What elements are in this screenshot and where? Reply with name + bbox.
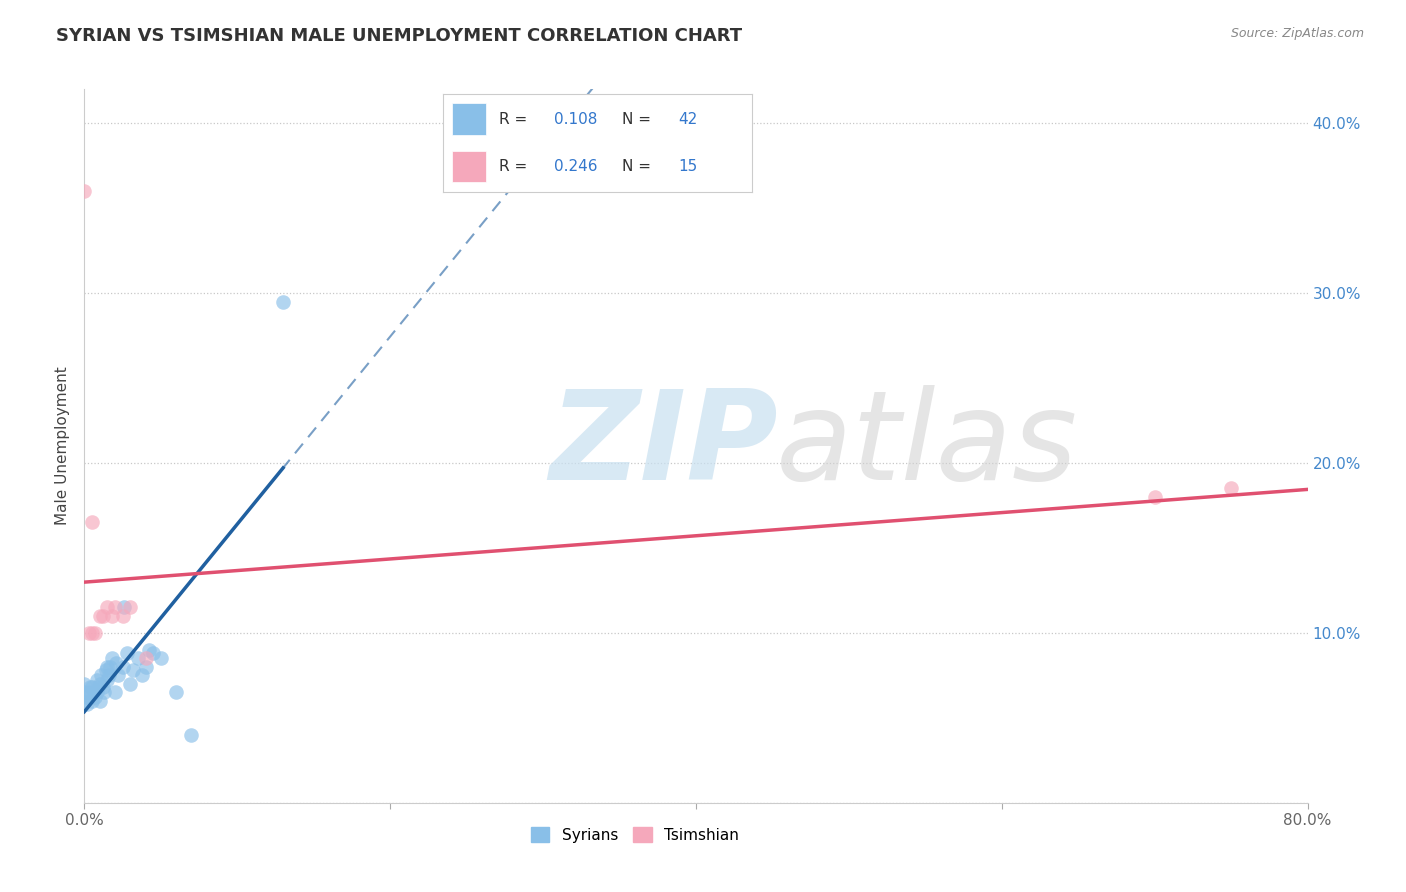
Point: [89, 694, 111, 708]
Point: [87, 680, 110, 694]
Text: R =: R =: [499, 159, 531, 174]
Point: [73, 677, 96, 691]
Point: [97, 668, 120, 682]
Point: [165, 685, 187, 699]
Point: [111, 660, 134, 674]
Point: [120, 600, 142, 615]
Point: [115, 646, 138, 660]
Point: [131, 668, 153, 682]
Point: [86, 685, 108, 699]
Point: [105, 657, 128, 671]
Y-axis label: Male Unemployment: Male Unemployment: [55, 367, 70, 525]
Text: 0.108: 0.108: [554, 112, 598, 127]
Point: [73, 694, 96, 708]
Point: [89, 608, 111, 623]
Point: [83, 685, 105, 699]
Point: [104, 600, 127, 615]
Point: [80, 626, 103, 640]
Point: [80, 516, 103, 530]
Point: [142, 646, 165, 660]
Point: [149, 651, 172, 665]
Point: [76, 698, 98, 712]
Point: [76, 690, 98, 705]
Point: [107, 668, 129, 682]
Point: [91, 608, 114, 623]
Point: [91, 680, 114, 694]
Point: [112, 600, 135, 615]
Point: [122, 663, 145, 677]
Point: [84, 690, 107, 705]
Text: 42: 42: [678, 112, 697, 127]
Point: [90, 668, 112, 682]
Point: [111, 608, 134, 623]
Point: [101, 608, 124, 623]
Point: [138, 643, 160, 657]
Point: [98, 660, 121, 674]
Point: [73, 184, 96, 198]
Point: [96, 600, 118, 615]
Legend: Syrians, Tsimshian: Syrians, Tsimshian: [524, 821, 745, 848]
Point: [120, 677, 142, 691]
Point: [86, 673, 108, 688]
Point: [1143, 490, 1166, 504]
Point: [80, 680, 103, 694]
Point: [77, 685, 100, 699]
Point: [89, 677, 111, 691]
Point: [96, 673, 118, 688]
Text: atlas: atlas: [776, 385, 1077, 507]
Text: SYRIAN VS TSIMSHIAN MALE UNEMPLOYMENT CORRELATION CHART: SYRIAN VS TSIMSHIAN MALE UNEMPLOYMENT CO…: [56, 27, 742, 45]
Text: ZIP: ZIP: [550, 385, 778, 507]
Point: [96, 660, 118, 674]
Text: N =: N =: [623, 112, 657, 127]
Point: [94, 663, 117, 677]
FancyBboxPatch shape: [453, 151, 486, 182]
Point: [73, 685, 96, 699]
Point: [93, 685, 115, 699]
Text: 15: 15: [678, 159, 697, 174]
Point: [104, 685, 127, 699]
FancyBboxPatch shape: [453, 103, 486, 135]
Point: [135, 660, 157, 674]
Text: Source: ZipAtlas.com: Source: ZipAtlas.com: [1230, 27, 1364, 40]
Point: [77, 626, 100, 640]
Point: [79, 680, 101, 694]
Text: R =: R =: [499, 112, 531, 127]
Point: [180, 728, 202, 742]
Text: N =: N =: [623, 159, 657, 174]
Point: [101, 651, 124, 665]
Point: [127, 651, 149, 665]
Point: [84, 626, 107, 640]
Text: 0.246: 0.246: [554, 159, 598, 174]
Point: [135, 651, 157, 665]
Point: [271, 294, 294, 309]
Point: [1220, 482, 1243, 496]
Point: [80, 694, 103, 708]
